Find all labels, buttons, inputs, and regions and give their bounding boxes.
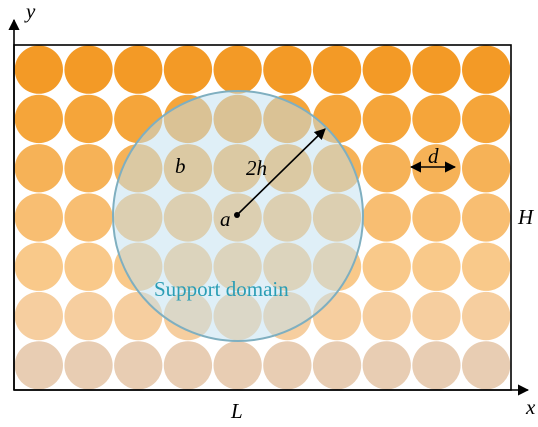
particle (14, 291, 63, 341)
particle (114, 341, 163, 390)
particle (163, 341, 213, 390)
particle (163, 45, 213, 94)
particle (362, 94, 411, 144)
particle (462, 193, 511, 242)
particle-a-label: a (220, 207, 231, 231)
particle (14, 144, 63, 193)
particle (362, 291, 411, 341)
particle (462, 94, 511, 144)
particle (114, 45, 163, 94)
particle (14, 45, 63, 94)
particle-b-label: b (175, 154, 186, 178)
particle (462, 45, 511, 94)
particle (64, 45, 113, 94)
particle (412, 341, 461, 390)
particle (14, 193, 63, 242)
particle (213, 45, 262, 94)
particle (462, 144, 511, 193)
particle (14, 341, 63, 390)
particle (312, 45, 362, 94)
particle (412, 242, 461, 291)
particle (462, 291, 511, 341)
particle (14, 94, 63, 144)
particle (312, 341, 362, 390)
particle (263, 341, 312, 390)
particle (64, 341, 113, 390)
particle (362, 193, 411, 242)
particle (263, 45, 312, 94)
particle (64, 242, 113, 291)
particle (362, 45, 411, 94)
particle-a-dot (234, 212, 240, 218)
particle (64, 144, 113, 193)
particle (213, 341, 262, 390)
smoothing-length-arrow (236, 128, 326, 216)
y-axis-label: y (24, 0, 36, 23)
particle (462, 341, 511, 390)
particle (14, 242, 63, 291)
particle (412, 45, 461, 94)
particle (462, 242, 511, 291)
particle (64, 94, 113, 144)
particle (64, 193, 113, 242)
particle (412, 94, 461, 144)
particle (362, 341, 411, 390)
x-axis-label: x (525, 395, 536, 419)
support-domain-label: Support domain (154, 277, 289, 301)
height-label: H (517, 205, 535, 229)
length-label: L (230, 399, 243, 423)
particle (362, 242, 411, 291)
particle (412, 193, 461, 242)
particle (64, 291, 113, 341)
smoothing-length-label: 2h (246, 156, 267, 180)
diameter-label: d (428, 144, 439, 168)
particle (412, 291, 461, 341)
particle (362, 144, 411, 193)
